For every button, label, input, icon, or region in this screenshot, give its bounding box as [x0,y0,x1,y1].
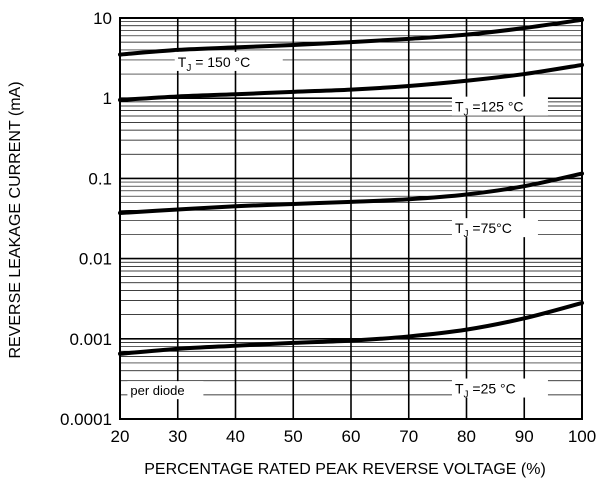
series-labels: TJ = 150 °C TJ =125 °C TJ =75°C TJ =25 °C pe… [127,51,548,401]
y-tick-label: 0.0001 [60,410,112,429]
y-tick-label: 1 [103,89,112,108]
x-tick-label: 100 [568,427,596,446]
series-line-2 [118,171,584,216]
series-line-1 [118,62,584,102]
series-label-box-1 [451,96,548,116]
series-line-0 [118,17,584,57]
tick-labels: 20 30 40 50 60 70 80 90 100 0.0001 0.001 0.01 0.1 1 10 [60,9,596,446]
series-label-1: TJ =125 °C [455,99,524,119]
x-tick-label: 70 [399,427,418,446]
series-line-3 [118,300,584,356]
per-diode-annotation: per diode [130,383,184,398]
series-label-box-0 [174,51,283,71]
series-label-2: TJ =75°C [455,220,512,240]
y-axis-label: REVERSE LEAKAGE CURRENT (mA) [7,81,24,358]
x-tick-label: 30 [168,427,187,446]
y-tick-label: 0.1 [88,169,112,188]
x-tick-label: 80 [457,427,476,446]
series-label-0: TJ = 150 °C [178,54,250,74]
series-label-box-3 [451,378,548,398]
x-tick-label: 90 [515,427,534,446]
x-axis-label: PERCENTAGE RATED PEAK REVERSE VOLTAGE (%… [144,461,546,478]
annotation-box [127,381,204,400]
plot-frame [119,17,583,420]
series-label-3: TJ =25 °C [455,381,516,401]
x-tick-label: 60 [342,427,361,446]
x-tick-label: 50 [284,427,303,446]
x-tick-label: 40 [226,427,245,446]
series-group [118,17,584,356]
y-tick-label: 0.01 [79,250,112,269]
y-tick-label: 10 [93,9,112,28]
x-tick-label: 20 [111,427,130,446]
series-label-box-2 [451,218,538,238]
y-tick-label: 0.001 [69,330,112,349]
